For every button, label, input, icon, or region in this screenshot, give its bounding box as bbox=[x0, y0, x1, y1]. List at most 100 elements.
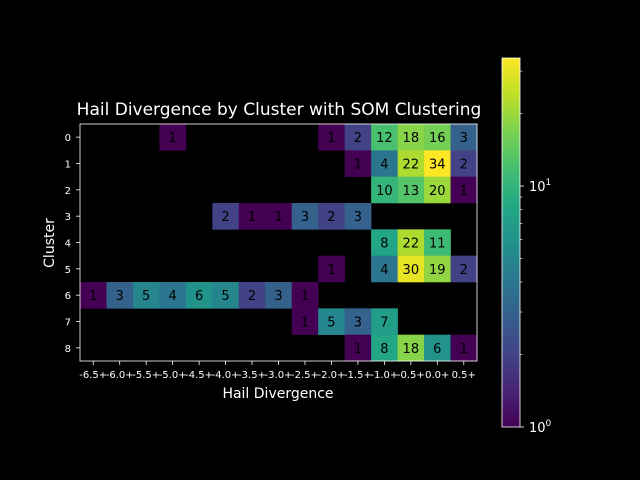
x-tick-label: -2.5+ bbox=[291, 370, 319, 381]
cell-value-label: 5 bbox=[142, 289, 150, 304]
cell-value-label: 18 bbox=[403, 131, 420, 146]
heatmap-cell bbox=[397, 255, 425, 283]
cell-value-label: 2 bbox=[354, 131, 362, 146]
colorbar-ticks: 100 101 bbox=[520, 70, 552, 436]
cell-value-label: 11 bbox=[429, 237, 446, 252]
cell-value-label: 20 bbox=[429, 184, 446, 199]
y-tick-label: 0 bbox=[65, 133, 71, 144]
x-axis-ticks: -6.5+-6.0+-5.5+-5.0+-4.5+-4.0+-3.5+-3.0+… bbox=[79, 361, 476, 381]
x-tick-label: -0.5+ bbox=[397, 370, 425, 381]
cell-value-label: 13 bbox=[403, 184, 420, 199]
cell-value-label: 1 bbox=[460, 184, 468, 199]
heatmap-cell bbox=[371, 124, 398, 151]
cell-value-label: 5 bbox=[221, 289, 229, 304]
heatmap-cell bbox=[344, 334, 372, 362]
cell-value-label: 1 bbox=[168, 131, 176, 146]
cell-value-label: 6 bbox=[195, 289, 203, 304]
x-tick-label: -3.0+ bbox=[265, 370, 293, 381]
x-tick-label: -4.5+ bbox=[185, 370, 213, 381]
heatmap-cell bbox=[106, 282, 134, 309]
cell-value-label: 18 bbox=[403, 342, 420, 357]
cell-value-label: 3 bbox=[301, 210, 309, 225]
cell-value-label: 3 bbox=[354, 210, 362, 225]
heatmap-cell bbox=[265, 203, 293, 230]
heatmap-cell bbox=[424, 150, 451, 177]
cell-value-label: 1 bbox=[301, 289, 309, 304]
heatmap-cell bbox=[318, 255, 345, 283]
heatmap-cell bbox=[371, 308, 398, 335]
cell-value-label: 1 bbox=[274, 210, 282, 225]
x-tick-label: -6.5+ bbox=[79, 370, 107, 381]
cell-value-label: 2 bbox=[460, 158, 468, 173]
heatmap-cell bbox=[397, 176, 425, 204]
x-tick-label: -5.0+ bbox=[159, 370, 187, 381]
heatmap-cell bbox=[318, 203, 345, 230]
cell-value-label: 22 bbox=[403, 237, 420, 252]
cell-value-label: 7 bbox=[380, 316, 388, 331]
cell-value-label: 10 bbox=[376, 184, 393, 199]
cell-value-label: 34 bbox=[429, 158, 446, 173]
heatmap-cell bbox=[397, 334, 425, 362]
cell-value-label: 22 bbox=[403, 158, 420, 173]
heatmap-cell bbox=[185, 282, 213, 309]
y-axis-label: Cluster bbox=[42, 218, 58, 268]
cell-value-label: 1 bbox=[460, 342, 468, 357]
heatmap-cell bbox=[291, 308, 319, 335]
cell-value-label: 2 bbox=[460, 263, 468, 278]
colorbar bbox=[501, 57, 521, 428]
colorbar-tick-label: 101 bbox=[529, 178, 551, 195]
heatmap-cell bbox=[397, 150, 425, 177]
heatmap-cell bbox=[424, 124, 451, 151]
x-axis-label: Hail Divergence bbox=[222, 386, 333, 402]
cell-value-label: 5 bbox=[327, 316, 335, 331]
x-tick-label: -1.5+ bbox=[344, 370, 372, 381]
cell-value-label: 4 bbox=[168, 289, 176, 304]
y-tick-label: 5 bbox=[65, 265, 71, 276]
heatmap-cell bbox=[424, 334, 451, 362]
heatmap-cell bbox=[371, 229, 398, 256]
heatmap-cell bbox=[238, 282, 266, 309]
cell-value-label: 16 bbox=[429, 131, 446, 146]
cell-value-label: 4 bbox=[380, 158, 388, 173]
cell-value-label: 1 bbox=[354, 158, 362, 173]
x-tick-label: -6.0+ bbox=[106, 370, 134, 381]
x-tick-label: 0.5+ bbox=[452, 370, 476, 381]
cell-value-label: 1 bbox=[248, 210, 256, 225]
cell-value-label: 1 bbox=[327, 131, 335, 146]
chart-title: Hail Divergence by Cluster with SOM Clus… bbox=[77, 100, 482, 120]
heatmap-cell bbox=[450, 255, 478, 283]
heatmap-cell bbox=[424, 176, 451, 204]
heatmap-cells bbox=[80, 124, 478, 362]
heatmap-cell bbox=[371, 334, 398, 362]
cell-value-label: 12 bbox=[376, 131, 393, 146]
heatmap-cell bbox=[371, 150, 398, 177]
x-tick-label: -2.0+ bbox=[317, 370, 345, 381]
cell-value-label: 3 bbox=[354, 316, 362, 331]
y-tick-label: 4 bbox=[65, 239, 71, 250]
heatmap-cell bbox=[344, 150, 372, 177]
heatmap-cell bbox=[397, 229, 425, 256]
cell-value-label: 6 bbox=[433, 342, 441, 357]
heatmap-cell bbox=[450, 176, 478, 204]
heatmap-cell bbox=[371, 255, 398, 283]
x-tick-label: 0.0+ bbox=[425, 370, 449, 381]
cell-value-label: 3 bbox=[116, 289, 124, 304]
heatmap-cell bbox=[159, 124, 187, 151]
cell-value-label: 4 bbox=[380, 263, 388, 278]
heatmap-cell bbox=[450, 334, 478, 362]
cell-value-label: 2 bbox=[221, 210, 229, 225]
y-tick-label: 2 bbox=[65, 186, 71, 197]
heatmap-cell bbox=[344, 308, 372, 335]
heatmap-cell bbox=[344, 203, 372, 230]
x-tick-label: -1.0+ bbox=[370, 370, 398, 381]
cell-value-label: 1 bbox=[89, 289, 97, 304]
y-tick-label: 7 bbox=[65, 318, 71, 329]
heatmap-cell bbox=[291, 282, 319, 309]
heatmap-cell bbox=[265, 282, 293, 309]
y-tick-label: 3 bbox=[65, 212, 71, 223]
y-axis-ticks: 0 1 2 3 4 5 6 7 8 bbox=[65, 133, 80, 355]
y-tick-label: 6 bbox=[65, 291, 71, 302]
cell-value-label: 3 bbox=[460, 131, 468, 146]
heatmap-cell bbox=[291, 203, 319, 230]
